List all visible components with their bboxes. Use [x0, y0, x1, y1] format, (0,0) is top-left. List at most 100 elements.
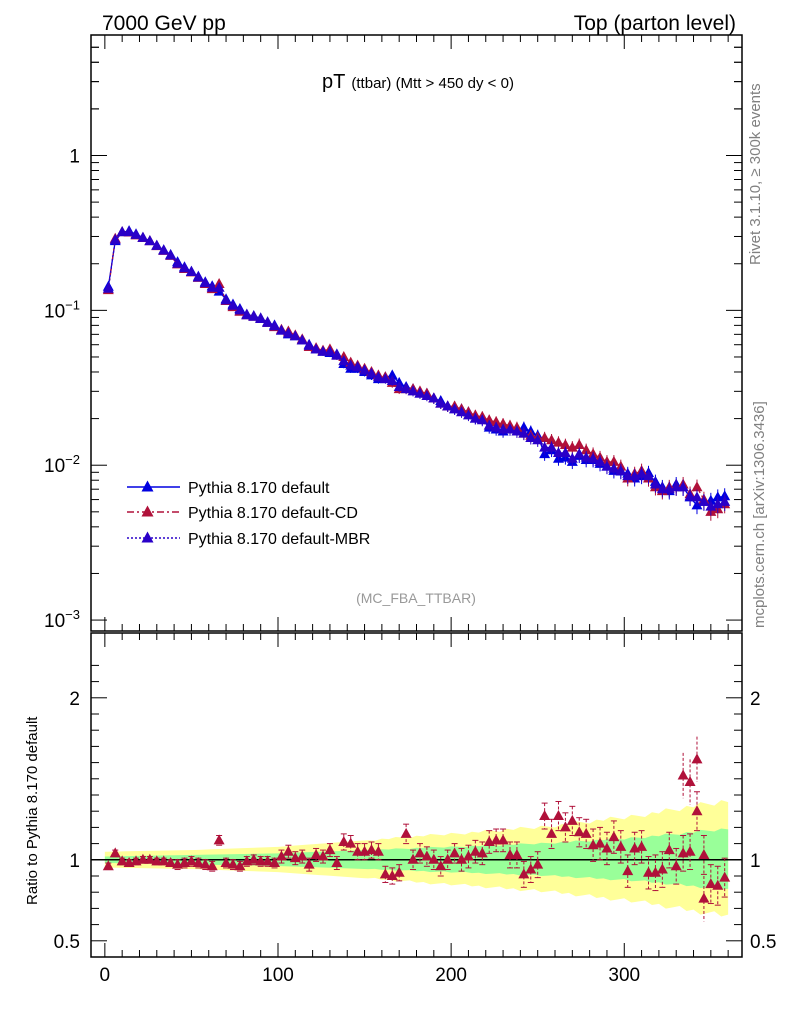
ratio-data-point — [116, 855, 128, 866]
main-data-point — [435, 397, 447, 408]
main-data-point — [483, 414, 495, 425]
main-data-point — [137, 231, 149, 242]
main-data-point — [518, 427, 530, 438]
ratio-data-point — [275, 850, 287, 861]
ratio-green-band — [104, 828, 729, 890]
ratio-data-point — [691, 805, 703, 816]
ratio-data-point — [352, 845, 364, 856]
main-data-point — [511, 425, 523, 436]
ratio-data-point — [580, 827, 592, 838]
main-axes: 1 10−1 10−2 10−3 — [44, 34, 742, 632]
main-data-point — [546, 434, 558, 445]
ratio-y-tick-label-left: 1 — [69, 851, 80, 872]
ratio-data-point — [109, 847, 121, 858]
ratio-data-point — [303, 858, 315, 869]
ratio-data-point — [698, 848, 710, 859]
main-data-point — [656, 483, 668, 494]
main-y-tick-label: 10−2 — [44, 452, 80, 477]
legend-entry-default-cd: Pythia 8.170 default-CD — [127, 505, 358, 522]
legend-marker-default-mbr — [141, 531, 154, 543]
main-series-line — [107, 230, 725, 507]
ratio-data-point — [649, 866, 661, 877]
main-data-point — [643, 470, 655, 481]
main-series-group — [102, 225, 731, 521]
main-data-point — [407, 385, 419, 396]
main-data-point — [559, 439, 571, 450]
ratio-data-point — [601, 842, 613, 853]
ratio-uncertainty-bands — [91, 800, 742, 917]
main-data-point — [303, 339, 315, 350]
main-data-point — [144, 235, 156, 246]
main-data-point — [698, 495, 710, 506]
legend-entry-default: Pythia 8.170 default — [127, 480, 330, 497]
main-data-point — [130, 228, 142, 239]
main-data-point — [102, 282, 114, 293]
ratio-data-point — [282, 845, 294, 856]
ratio-data-point — [213, 834, 225, 845]
ratio-data-point — [684, 845, 696, 856]
ratio-data-point — [615, 840, 627, 851]
ratio-series-group — [102, 736, 731, 922]
ratio-y-tick-label-right: 2 — [750, 689, 761, 710]
ratio-data-point — [365, 844, 377, 855]
main-series-2 — [102, 226, 731, 516]
main-data-point — [213, 281, 225, 292]
ratio-data-point — [310, 848, 322, 859]
main-data-point — [456, 406, 468, 417]
main-data-point — [116, 226, 128, 237]
x-tick-label: 0 — [100, 965, 111, 986]
main-data-point — [365, 367, 377, 378]
ratio-data-point — [462, 850, 474, 861]
ratio-data-point — [532, 858, 544, 869]
ratio-data-point — [428, 853, 440, 864]
legend-label-default-mbr: Pythia 8.170 default-MBR — [188, 531, 370, 548]
main-data-point — [151, 239, 163, 250]
main-data-point — [601, 460, 613, 471]
main-data-point — [608, 462, 620, 473]
main-data-point — [559, 446, 571, 457]
ratio-data-point — [435, 860, 447, 871]
main-data-point — [622, 470, 634, 481]
ratio-data-point — [324, 844, 336, 855]
legend-entry-default-mbr: Pythia 8.170 default-MBR — [127, 531, 370, 548]
main-data-point — [352, 361, 364, 372]
ratio-y-tick-label-right: 1 — [750, 851, 761, 872]
plot-title: pT (ttbar) (Mtt > 450 dy < 0) — [322, 71, 514, 93]
ratio-data-point — [684, 776, 696, 787]
ratio-data-point — [421, 850, 433, 861]
main-data-point — [587, 452, 599, 463]
ratio-data-point — [345, 837, 357, 848]
ratio-data-point — [137, 853, 149, 864]
main-data-point — [296, 334, 308, 345]
ratio-data-point — [608, 831, 620, 842]
legend-marker-default — [141, 480, 154, 492]
ratio-data-point — [262, 855, 274, 866]
ratio-data-point — [165, 857, 177, 868]
ratio-data-point — [643, 866, 655, 877]
ratio-data-point — [372, 845, 384, 856]
ratio-data-point — [407, 853, 419, 864]
main-data-point — [476, 414, 488, 425]
main-data-point — [206, 281, 218, 292]
main-data-point — [386, 374, 398, 385]
main-data-point — [497, 423, 509, 434]
header-right-label: Top (parton level) — [574, 12, 736, 35]
x-tick-label: 300 — [608, 965, 640, 986]
ratio-data-point — [234, 860, 246, 871]
ratio-y-tick-label-left: 2 — [69, 689, 80, 710]
main-data-point — [449, 403, 461, 414]
ratio-data-point — [663, 844, 675, 855]
ratio-data-point — [691, 753, 703, 764]
main-data-point — [469, 412, 481, 423]
main-data-point — [414, 387, 426, 398]
main-series-line — [107, 231, 725, 508]
main-data-point — [462, 409, 474, 420]
main-data-point — [573, 439, 585, 450]
main-series-line — [107, 231, 726, 513]
ratio-data-point — [456, 853, 468, 864]
main-data-point — [220, 294, 232, 305]
ratio-data-point — [559, 821, 571, 832]
ratio-data-point — [546, 827, 558, 838]
main-data-point — [490, 421, 502, 432]
main-data-point — [719, 495, 731, 506]
